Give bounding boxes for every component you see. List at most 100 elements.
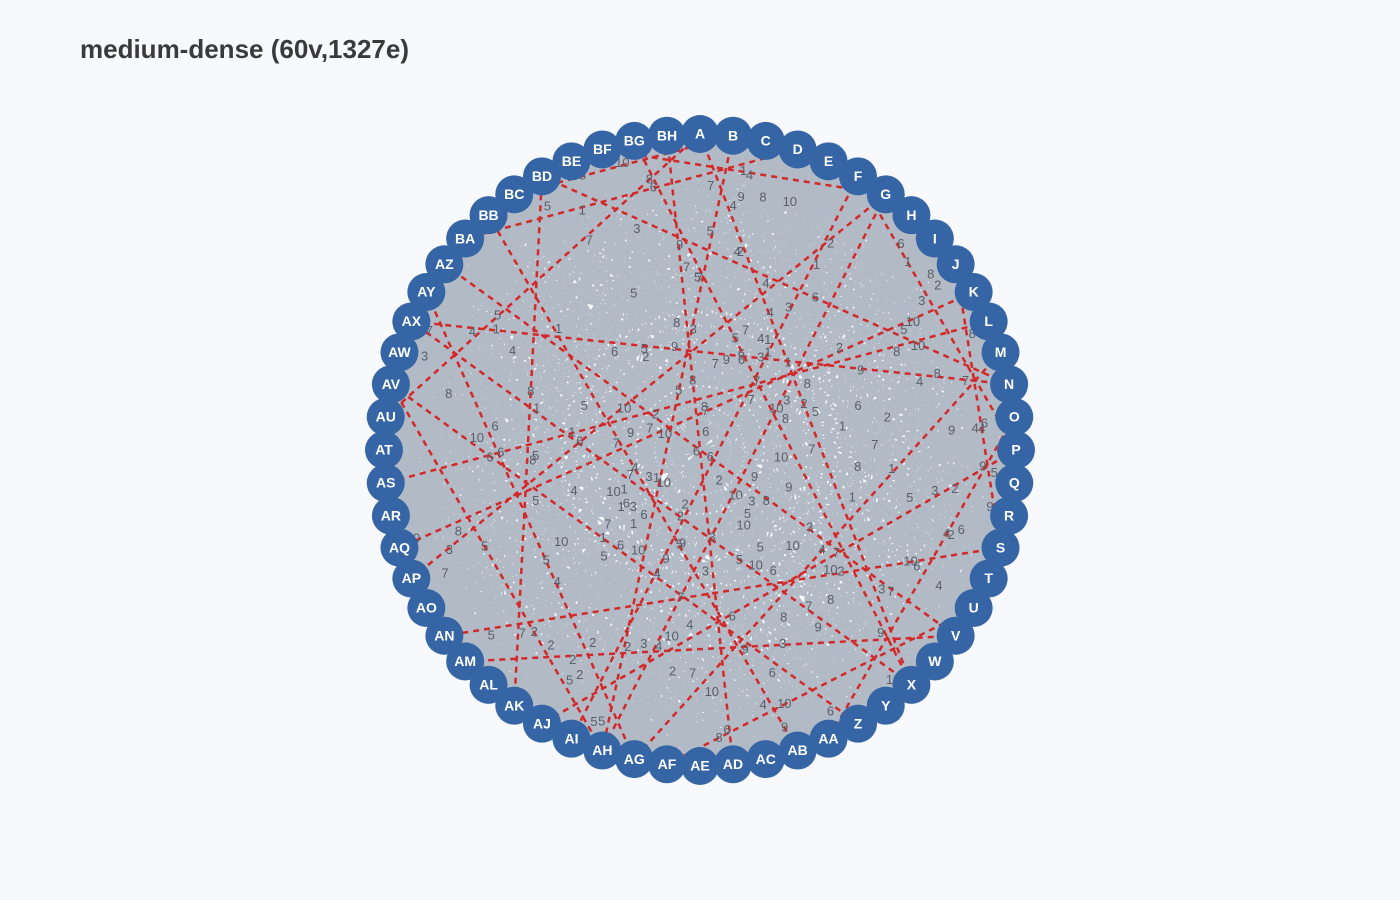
- node-circle[interactable]: [915, 642, 954, 681]
- node-AR[interactable]: AR: [371, 496, 410, 535]
- node-circle[interactable]: [366, 464, 405, 503]
- node-circle[interactable]: [981, 528, 1020, 567]
- node-circle[interactable]: [552, 142, 591, 181]
- node-circle[interactable]: [469, 665, 508, 704]
- node-AE[interactable]: AE: [681, 747, 719, 785]
- node-circle[interactable]: [407, 589, 446, 627]
- node-R[interactable]: R: [990, 496, 1029, 535]
- edge-T-AL: [488, 577, 989, 686]
- node-circle[interactable]: [583, 130, 622, 169]
- node-circle[interactable]: [915, 219, 954, 258]
- node-circle[interactable]: [681, 115, 719, 153]
- node-circle[interactable]: [809, 142, 848, 181]
- edge-weight-label: 2: [547, 638, 554, 653]
- edge-M-AJ: [541, 351, 1002, 725]
- node-AD[interactable]: AD: [714, 745, 753, 784]
- node-A[interactable]: A: [681, 115, 719, 153]
- node-circle[interactable]: [990, 496, 1029, 535]
- node-circle[interactable]: [425, 616, 464, 655]
- node-O[interactable]: O: [995, 397, 1034, 436]
- node-circle[interactable]: [523, 157, 561, 196]
- node-circle[interactable]: [615, 121, 654, 160]
- node-circle[interactable]: [936, 616, 975, 655]
- node-AS[interactable]: AS: [366, 464, 405, 503]
- edge-weight-label: 8: [689, 373, 696, 388]
- node-circle[interactable]: [615, 740, 654, 779]
- node-circle[interactable]: [647, 745, 686, 784]
- node-circle[interactable]: [969, 302, 1008, 341]
- node-circle[interactable]: [380, 528, 419, 567]
- edge-A-X: [698, 133, 913, 686]
- node-circle[interactable]: [892, 196, 931, 235]
- node-circle[interactable]: [552, 719, 591, 758]
- node-AF[interactable]: AF: [647, 745, 686, 784]
- edge-AT-BG: [383, 140, 636, 451]
- node-circle[interactable]: [371, 496, 410, 535]
- node-circle[interactable]: [446, 642, 485, 681]
- node-circle[interactable]: [495, 686, 534, 725]
- highlighted-edge-X-BG: [633, 140, 913, 686]
- edge-D-AD: [731, 149, 799, 765]
- node-C[interactable]: C: [746, 121, 785, 160]
- node-circle[interactable]: [995, 397, 1034, 436]
- node-AG[interactable]: AG: [615, 740, 654, 779]
- node-AC[interactable]: AC: [746, 740, 785, 779]
- node-circle[interactable]: [746, 121, 785, 160]
- node-BG[interactable]: BG: [615, 121, 654, 160]
- node-circle[interactable]: [839, 704, 877, 743]
- node-circle[interactable]: [365, 431, 403, 469]
- node-Q[interactable]: Q: [995, 464, 1034, 503]
- edge-AP-BD: [410, 175, 544, 579]
- node-AB[interactable]: AB: [778, 731, 817, 770]
- node-circle[interactable]: [583, 731, 622, 770]
- node-circle[interactable]: [778, 130, 817, 169]
- node-M[interactable]: M: [981, 333, 1020, 372]
- node-circle[interactable]: [936, 245, 975, 284]
- edge-A-AQ: [398, 133, 701, 549]
- node-circle[interactable]: [380, 333, 419, 372]
- node-circle[interactable]: [997, 431, 1035, 469]
- edge-weight-label: 6: [693, 443, 700, 458]
- node-P[interactable]: P: [997, 431, 1035, 469]
- node-AV[interactable]: AV: [371, 365, 410, 404]
- node-AQ[interactable]: AQ: [380, 528, 419, 567]
- node-circle[interactable]: [407, 273, 446, 311]
- node-circle[interactable]: [839, 157, 877, 196]
- edge-weight-label: 10: [664, 628, 678, 643]
- node-circle[interactable]: [523, 704, 561, 743]
- edge-weight-label: 4: [935, 578, 942, 593]
- edge-weight-label: 10: [606, 484, 620, 499]
- node-circle[interactable]: [714, 745, 753, 784]
- node-circle[interactable]: [995, 464, 1034, 503]
- node-circle[interactable]: [990, 365, 1029, 404]
- node-AT[interactable]: AT: [365, 431, 403, 469]
- node-circle[interactable]: [495, 175, 534, 214]
- edge-weight-label: 5: [488, 627, 495, 642]
- node-circle[interactable]: [469, 196, 508, 235]
- node-circle[interactable]: [778, 731, 817, 770]
- node-BH[interactable]: BH: [647, 116, 686, 155]
- node-circle[interactable]: [981, 333, 1020, 372]
- node-circle[interactable]: [866, 175, 905, 214]
- node-circle[interactable]: [446, 219, 485, 258]
- node-circle[interactable]: [866, 686, 905, 725]
- node-circle[interactable]: [681, 747, 719, 785]
- node-circle[interactable]: [714, 116, 753, 155]
- node-circle[interactable]: [892, 665, 931, 704]
- node-BF[interactable]: BF: [583, 130, 622, 169]
- node-circle[interactable]: [425, 245, 464, 284]
- node-circle[interactable]: [392, 559, 431, 598]
- node-AU[interactable]: AU: [366, 397, 405, 436]
- node-B[interactable]: B: [714, 116, 753, 155]
- node-circle[interactable]: [954, 589, 993, 627]
- node-circle[interactable]: [392, 302, 431, 341]
- node-circle[interactable]: [371, 365, 410, 404]
- node-N[interactable]: N: [990, 365, 1029, 404]
- node-circle[interactable]: [647, 116, 686, 155]
- node-circle[interactable]: [366, 397, 405, 436]
- node-circle[interactable]: [746, 740, 785, 779]
- node-circle[interactable]: [969, 559, 1008, 598]
- edge-weight-label: 3: [931, 483, 938, 498]
- node-circle[interactable]: [954, 273, 993, 311]
- node-circle[interactable]: [809, 719, 848, 758]
